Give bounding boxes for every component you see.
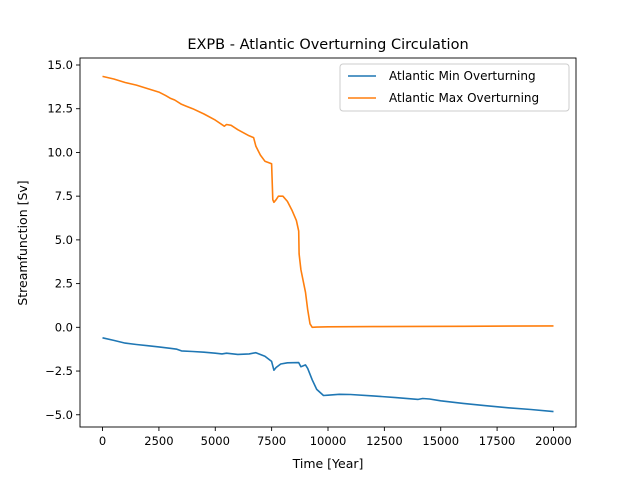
x-tick-label: 15000 xyxy=(422,434,459,448)
series-line-1 xyxy=(102,337,554,413)
y-tick-label: 7.5 xyxy=(55,189,73,203)
y-tick-label: −2.5 xyxy=(45,364,73,378)
x-tick-label: 0 xyxy=(99,434,106,448)
x-tick-label: 12500 xyxy=(366,434,403,448)
x-tick-label: 5000 xyxy=(201,434,230,448)
y-axis-label: Streamfunction [Sv] xyxy=(15,180,30,305)
legend: Atlantic Min Overturning Atlantic Max Ove… xyxy=(339,63,570,112)
x-tick-label: 2500 xyxy=(144,434,173,448)
series-line-2 xyxy=(102,75,554,329)
x-tick-label: 7500 xyxy=(257,434,286,448)
x-tick-label: 17500 xyxy=(479,434,516,448)
x-axis-label: Time [Year] xyxy=(292,456,364,471)
y-tick-label: 2.5 xyxy=(55,277,73,291)
x-tick-label: 10000 xyxy=(310,434,347,448)
y-tick-label: 12.5 xyxy=(47,102,73,116)
y-tick-label: 5.0 xyxy=(55,233,73,247)
legend-label-2: Atlantic Max Overturning xyxy=(389,91,539,105)
legend-label-1: Atlantic Min Overturning xyxy=(389,69,536,83)
chart-title: EXPB - Atlantic Overturning Circulation xyxy=(187,37,468,53)
y-axis: −5.0 −2.5 0.0 2.5 5.0 7.5 10.0 12.5 15.0 xyxy=(45,58,80,422)
legend-box xyxy=(339,63,570,112)
x-axis: 0 2500 5000 7500 10000 12500 15000 17500 20000 xyxy=(99,427,572,448)
y-tick-label: 10.0 xyxy=(47,145,73,159)
y-tick-label: −5.0 xyxy=(45,408,73,422)
x-tick-label: 20000 xyxy=(535,434,572,448)
y-tick-label: 15.0 xyxy=(47,58,73,72)
y-tick-label: 0.0 xyxy=(55,320,73,334)
